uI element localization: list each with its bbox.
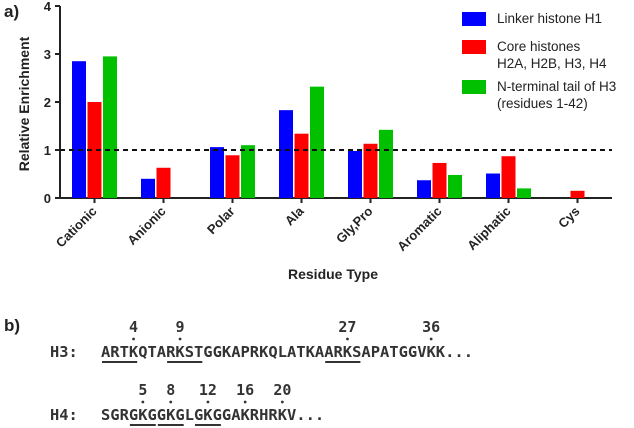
bar-polar-series-1 (210, 147, 224, 198)
residue-number: 4 (129, 318, 138, 336)
panel-b-label: b) (4, 316, 20, 335)
bar-cationic-series-3 (103, 56, 117, 199)
residue-marker-dot (141, 400, 145, 404)
sequence-text: ARTKQTARKSTGGKAPRKQLATKAARKSAPATGGVKK... (101, 343, 473, 361)
y-tick-label: 4 (44, 0, 52, 14)
bar-polar-series-3 (241, 145, 255, 198)
x-tick-label: Aromatic (394, 204, 444, 254)
bar-ala-series-3 (310, 86, 324, 198)
x-tick-label: Polar (204, 204, 238, 238)
bar-aliphatic-series-1 (486, 173, 500, 198)
residue-number: 16 (236, 381, 254, 399)
residue-marker-dot (346, 337, 349, 341)
bar-aromatic-series-1 (417, 180, 431, 198)
legend-label: Linker histone H1 (497, 11, 602, 26)
legend: Linker histone H1 Core histones H2A, H2B, … (462, 11, 616, 111)
x-tick-label: Anionic (124, 204, 168, 248)
x-tick-label: Aliphatic (464, 204, 513, 253)
residue-marker-dot (280, 400, 284, 404)
legend-label: (residues 1-42) (497, 96, 588, 111)
x-tick-label: Gly,Pro (333, 203, 376, 246)
bar-anionic-series-2 (156, 167, 171, 198)
bar-aromatic-series-3 (448, 174, 462, 198)
x-tick-label: Ala (282, 203, 307, 228)
legend-swatch (462, 80, 486, 94)
bar-ala-series-2 (294, 133, 309, 198)
residue-number: 20 (273, 381, 291, 399)
x-tick-label: Cationic (53, 204, 100, 251)
x-tick-label: Cys (555, 204, 582, 231)
bar-cationic-series-1 (72, 61, 86, 199)
bar-aliphatic-series-2 (501, 156, 516, 198)
sequence-text: SGRGKGGKGLGKGGAKRHRKV... (101, 406, 324, 424)
bar-gly-pro-series-2 (363, 143, 378, 198)
legend-label: N-terminal tail of H3 (497, 79, 616, 94)
sequence-label: H3: (50, 343, 78, 361)
bar-aliphatic-series-3 (517, 188, 531, 198)
y-tick-label: 0 (44, 191, 51, 206)
legend-swatch (462, 40, 486, 54)
y-axis-title: Relative Enrichment (16, 36, 32, 171)
residue-number: 8 (166, 381, 175, 399)
bar-polar-series-2 (225, 155, 240, 198)
sequence-panel: H3: ARTKQTARKSTGGKAPRKQLATKAARKSAPATGGVKK… (50, 318, 473, 426)
residue-marker-dot (169, 400, 173, 404)
residue-number: 27 (338, 318, 356, 336)
legend-swatch (462, 12, 486, 26)
sequence-label: H4: (50, 406, 78, 424)
residue-marker-dot (206, 400, 210, 404)
bar-anionic-series-1 (141, 178, 155, 198)
bar-gly-pro-series-3 (379, 129, 393, 198)
residue-marker-dot (429, 337, 433, 341)
bar-aromatic-series-2 (432, 162, 447, 198)
residue-marker-dot (132, 337, 135, 341)
y-tick-label: 1 (44, 143, 51, 158)
x-axis-title: Residue Type (288, 266, 378, 282)
y-tick-label: 2 (44, 95, 51, 110)
residue-number: 5 (138, 381, 147, 399)
residue-number: 12 (199, 381, 217, 399)
legend-label: H2A, H2B, H3, H4 (497, 56, 607, 71)
bar-gly-pro-series-1 (348, 150, 362, 198)
legend-label: Core histones (497, 39, 581, 54)
y-tick-label: 3 (44, 47, 51, 62)
panel-a-label: a) (4, 2, 19, 21)
bar-cationic-series-2 (87, 102, 102, 198)
residue-number: 36 (422, 318, 440, 336)
residue-marker-dot (243, 400, 247, 404)
residue-marker-dot (178, 337, 182, 341)
bar-ala-series-1 (279, 110, 293, 198)
residue-number: 9 (176, 318, 185, 336)
bar-cys-series-2 (570, 190, 585, 198)
